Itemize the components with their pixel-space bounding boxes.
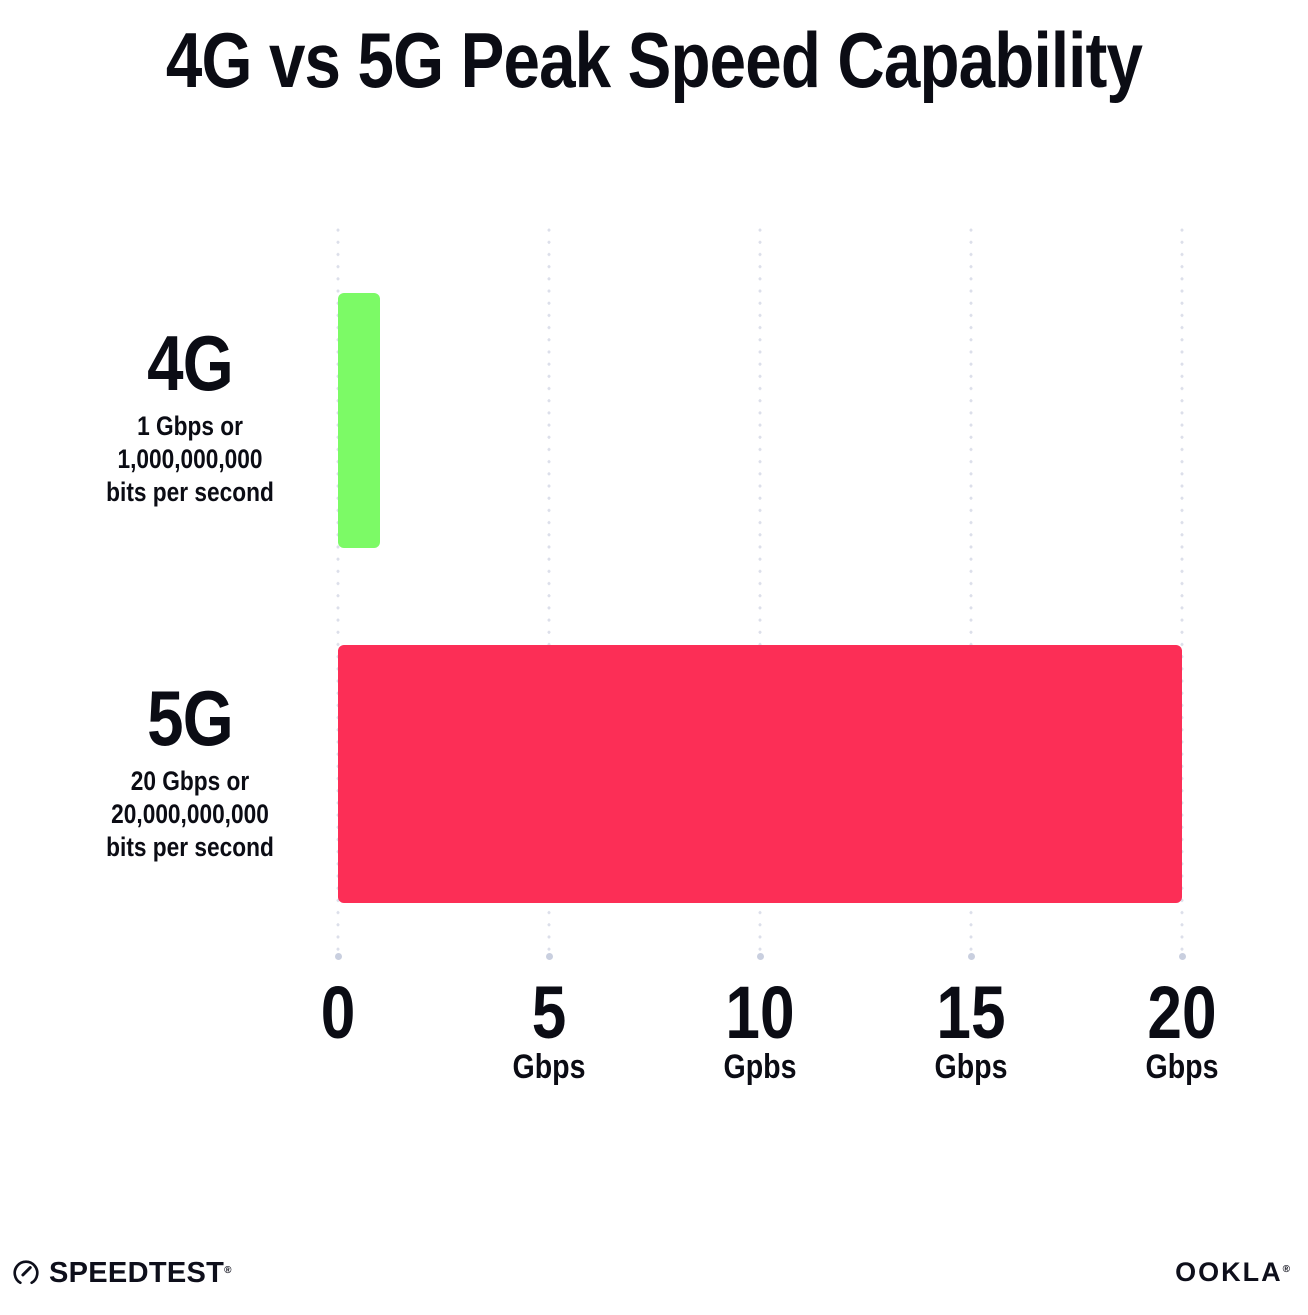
gridline [547, 224, 551, 956]
row-label-5g: 5G 20 Gbps or 20,000,000,000 bits per se… [81, 677, 299, 864]
row-label-4g: 4G 1 Gbps or 1,000,000,000 bits per seco… [81, 322, 299, 509]
gridline-end-dot [545, 953, 553, 960]
axis-tick-5: 5 Gbps [469, 224, 629, 1124]
speedtest-wordmark: SPEEDTEST® [49, 1258, 232, 1288]
speedtest-logo: SPEEDTEST® [12, 1258, 232, 1288]
tick-unit: Gbps [934, 1048, 1008, 1086]
row-sub-line3: bits per second [106, 477, 274, 507]
tick-unit: Gbps [512, 1048, 586, 1086]
plot-area: 0 5 Gbps 10 Gpbs 15 Gbps 20 Gbps [321, 224, 1219, 1124]
axis-tick-15: 15 Gbps [891, 224, 1051, 1124]
chart-title: 4G vs 5G Peak Speed Capability [165, 16, 1143, 104]
speedtest-label: SPEEDTEST [49, 1257, 225, 1289]
axis-tick-0: 0 [258, 224, 418, 1124]
gridline-end-dot [1178, 953, 1186, 960]
gridline [1180, 224, 1184, 956]
gridline [336, 224, 340, 956]
ookla-logo: OOKLA® [1175, 1257, 1292, 1287]
row-name-4g: 4G [147, 319, 234, 407]
ookla-trademark: ® [1282, 1264, 1292, 1275]
gridline [969, 224, 973, 956]
axis-tick-20: 20 Gbps [1102, 224, 1262, 1124]
tick-number: 20 [1147, 971, 1217, 1054]
gridline-end-dot [756, 953, 764, 960]
speedtest-trademark: ® [224, 1265, 232, 1276]
tick-number: 15 [936, 971, 1006, 1054]
row-name-5g: 5G [147, 674, 234, 762]
tick-unit: Gbps [1145, 1048, 1219, 1086]
speedometer-icon [13, 1260, 39, 1285]
tick-number: 5 [531, 971, 567, 1054]
bar-5g [338, 645, 1182, 903]
axis-tick-10: 10 Gpbs [680, 224, 840, 1124]
gridline [758, 224, 762, 956]
ookla-wordmark: OOKLA® [1175, 1257, 1292, 1287]
tick-number: 0 [320, 971, 356, 1054]
gridline-end-dot [967, 953, 975, 960]
row-sub-line2: 20,000,000,000 [111, 799, 269, 829]
tick-number: 10 [725, 971, 795, 1054]
row-sublabel-5g: 20 Gbps or 20,000,000,000 bits per secon… [81, 765, 299, 864]
row-sub-line3: bits per second [106, 832, 274, 862]
row-sub-line2: 1,000,000,000 [117, 444, 263, 474]
row-sub-line1: 20 Gbps or [130, 766, 250, 796]
ookla-label: OOKLA [1175, 1257, 1283, 1287]
gridline-end-dot [334, 953, 342, 960]
bar-4g [338, 293, 381, 548]
tick-unit: Gpbs [723, 1048, 797, 1086]
row-sublabel-4g: 1 Gbps or 1,000,000,000 bits per second [81, 410, 299, 509]
row-sub-line1: 1 Gbps or [137, 411, 243, 441]
